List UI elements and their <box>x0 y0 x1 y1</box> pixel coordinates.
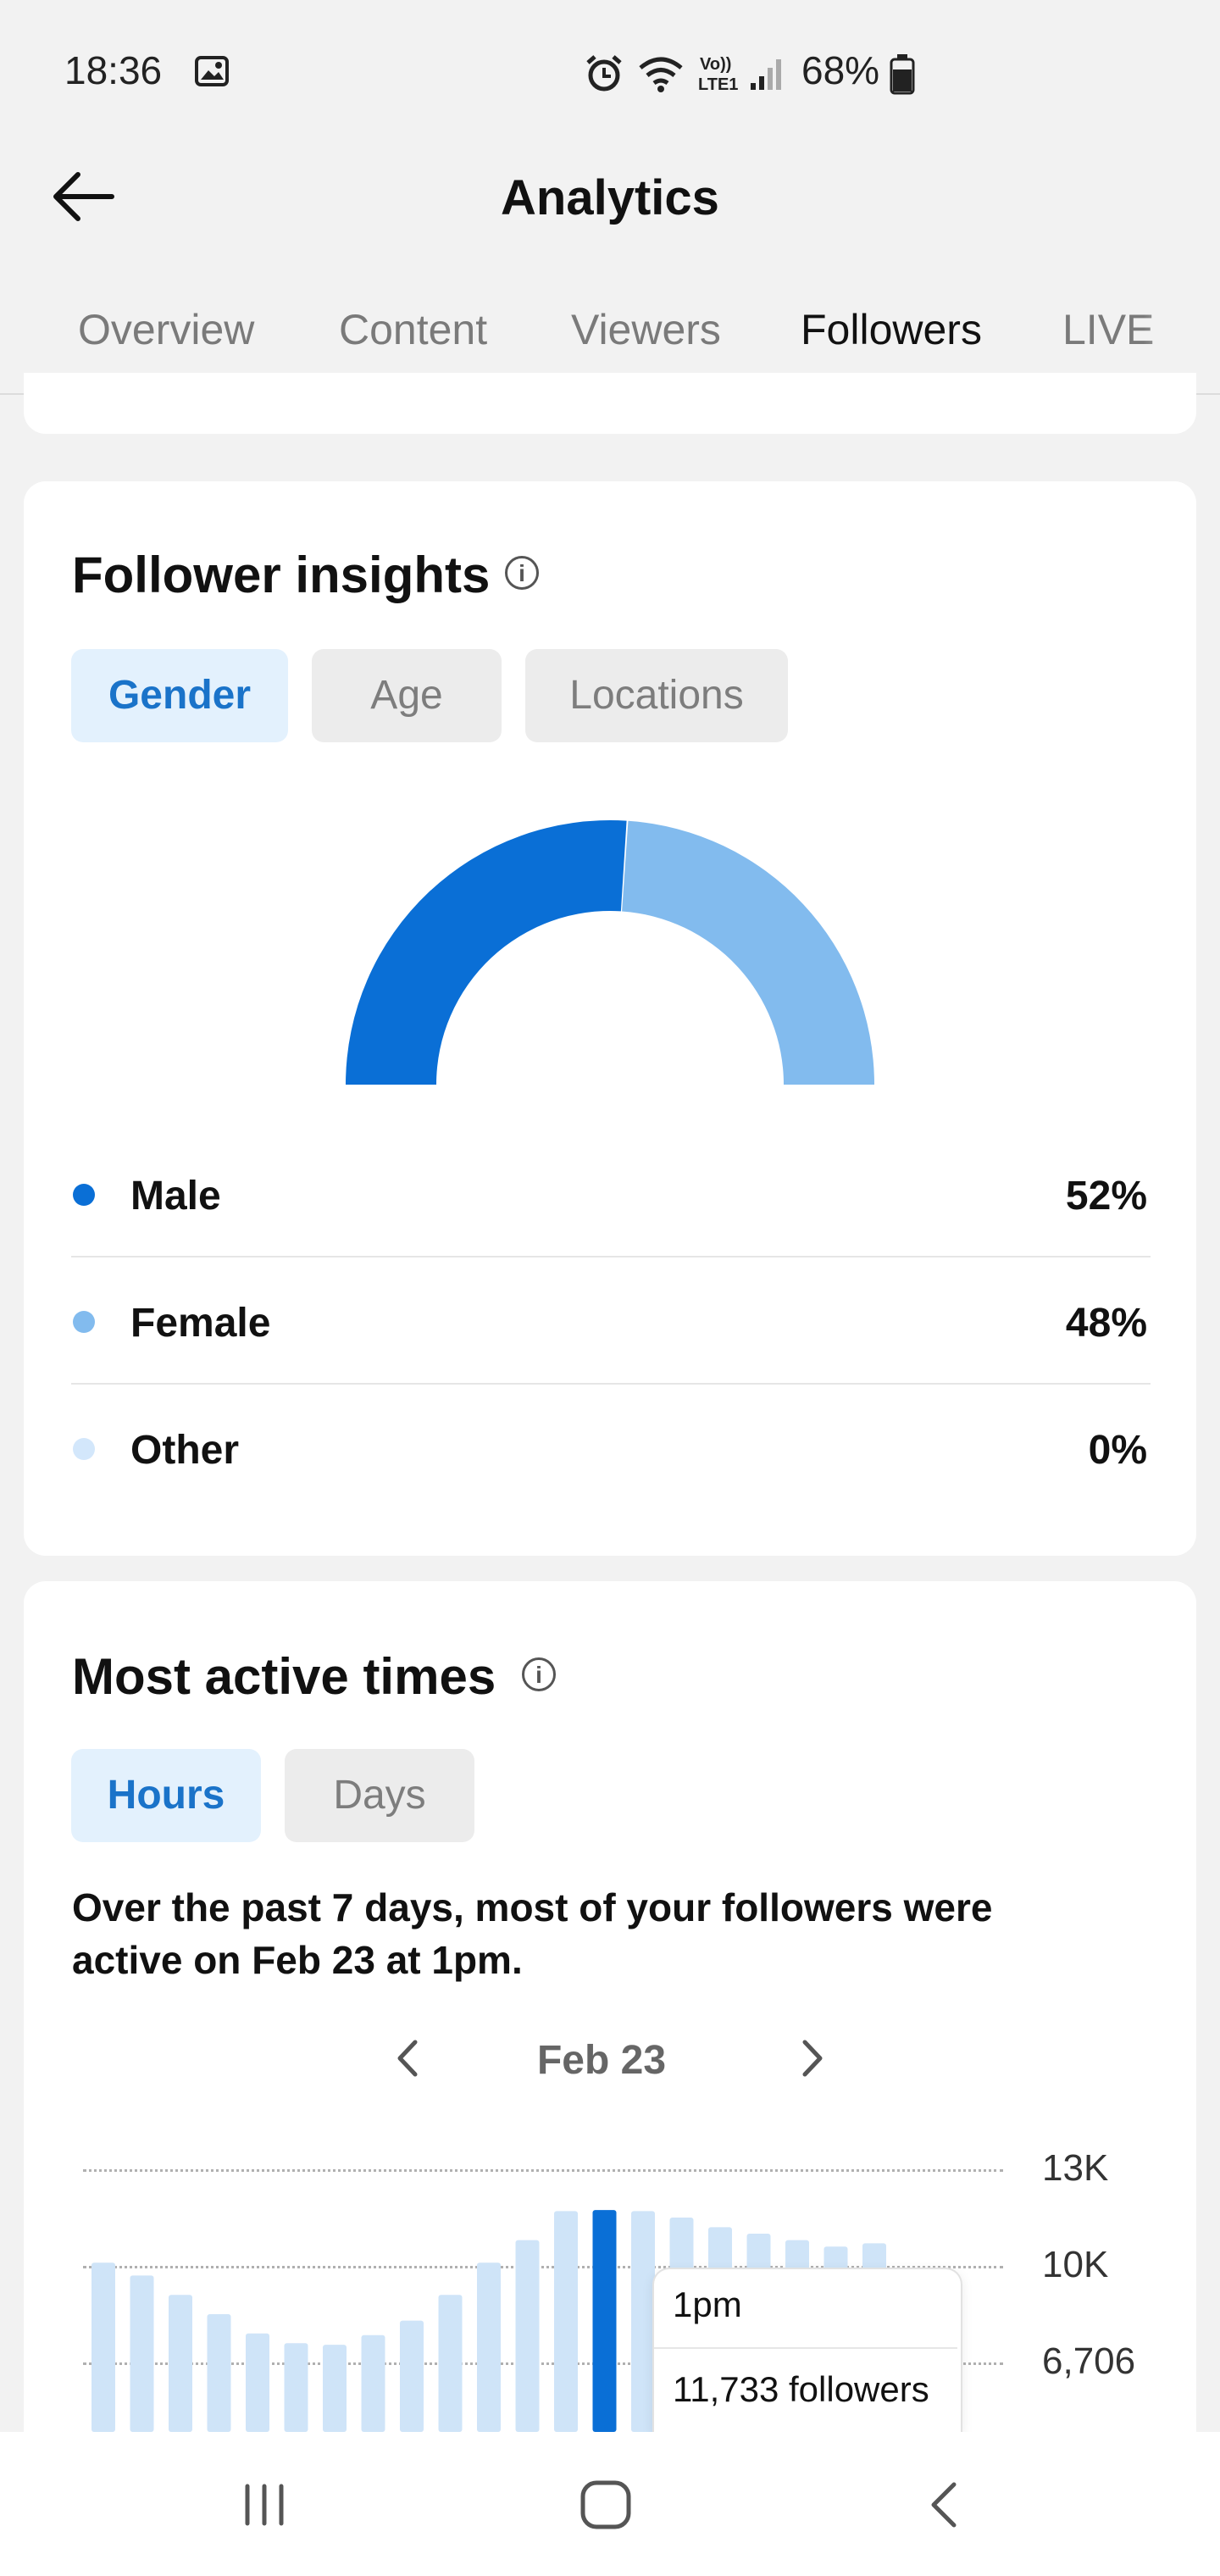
chart-tooltip <box>652 2268 962 2434</box>
donut-slice-male <box>346 820 627 1085</box>
svg-text:Vo)): Vo)) <box>700 55 731 74</box>
chip-locations[interactable]: Locations <box>525 649 788 742</box>
chip-days[interactable]: Days <box>285 1749 474 1842</box>
legend-label-other: Other <box>130 1428 240 1473</box>
y-tick-label: 10K <box>1042 2244 1109 2285</box>
chip-gender[interactable]: Gender <box>71 649 288 742</box>
legend-dot-other <box>73 1438 95 1460</box>
next-date-chevron-icon[interactable] <box>798 2037 829 2079</box>
donut-slice-female <box>622 820 874 1085</box>
y-tick-label: 13K <box>1042 2147 1109 2189</box>
follower-insights-title: Follower insights <box>72 547 491 603</box>
volte-icon: Vo)) LTE1 <box>696 53 740 95</box>
chart-bar[interactable] <box>207 2314 231 2432</box>
battery-icon <box>890 53 915 95</box>
y-tick-label: 6,706 <box>1042 2340 1136 2382</box>
svg-text:LTE1: LTE1 <box>698 75 738 94</box>
date-label: Feb 23 <box>536 2038 667 2083</box>
wifi-icon <box>637 54 685 93</box>
legend-label-female: Female <box>130 1301 271 1346</box>
chart-bar[interactable] <box>400 2320 424 2432</box>
chart-bar[interactable] <box>554 2211 578 2432</box>
most-active-title: Most active times <box>72 1648 496 1705</box>
alarm-icon <box>585 54 624 93</box>
home-icon[interactable] <box>578 2478 634 2532</box>
prev-date-chevron-icon[interactable] <box>391 2037 422 2079</box>
gridline <box>83 2266 1003 2268</box>
info-icon[interactable]: i <box>522 1657 556 1691</box>
chart-bar[interactable] <box>438 2295 463 2432</box>
tooltip-time: 1pm <box>673 2285 742 2324</box>
chart-bar[interactable] <box>284 2343 308 2432</box>
tab-content[interactable]: Content <box>339 306 488 353</box>
gridline <box>83 2169 1003 2172</box>
tab-viewers[interactable]: Viewers <box>571 306 721 353</box>
chart-bar[interactable] <box>246 2333 269 2432</box>
gridline <box>83 2362 1003 2365</box>
legend-value-other: 0% <box>1088 1428 1147 1473</box>
most-active-summary: Over the past 7 days, most of your follo… <box>72 1885 993 1982</box>
gallery-icon <box>195 56 229 86</box>
legend-divider <box>71 1256 1151 1257</box>
chart-bar[interactable] <box>515 2240 540 2432</box>
legend-label-male: Male <box>130 1174 221 1219</box>
previous-card <box>24 373 1196 434</box>
tab-followers[interactable]: Followers <box>801 306 982 353</box>
system-back-icon[interactable] <box>927 2479 961 2530</box>
chart-bar[interactable] <box>92 2262 115 2432</box>
recent-apps-icon[interactable] <box>239 2481 290 2529</box>
chart-bar[interactable] <box>631 2211 655 2432</box>
tooltip-value: 11,733 followers <box>673 2369 929 2409</box>
chart-bar[interactable] <box>130 2275 154 2432</box>
legend-value-female: 48% <box>1065 1301 1147 1346</box>
page-title: Analytics <box>501 170 719 225</box>
chart-bar[interactable] <box>323 2345 347 2432</box>
legend-dot-male <box>73 1184 95 1206</box>
tab-live[interactable]: LIVE <box>1062 306 1155 353</box>
chart-bar[interactable] <box>169 2295 192 2432</box>
battery-percent: 68% <box>801 48 880 92</box>
system-nav-bar <box>0 2432 1220 2576</box>
signal-icon <box>749 56 785 92</box>
chart-bar[interactable] <box>477 2262 501 2432</box>
status-time: 18:36 <box>64 48 163 92</box>
tabs-fade <box>1144 280 1220 390</box>
chip-hours[interactable]: Hours <box>71 1749 261 1842</box>
tab-overview[interactable]: Overview <box>78 306 255 353</box>
tooltip-divider <box>654 2347 957 2349</box>
legend-value-male: 52% <box>1065 1174 1147 1219</box>
back-arrow-icon[interactable] <box>49 169 117 224</box>
legend-divider <box>71 1383 1151 1385</box>
chart-bar[interactable] <box>361 2334 385 2432</box>
info-icon[interactable]: i <box>505 556 539 590</box>
legend-dot-female <box>73 1311 95 1333</box>
highlighted-bar[interactable] <box>592 2210 617 2432</box>
chip-age[interactable]: Age <box>312 649 502 742</box>
gender-donut-chart <box>346 820 874 1085</box>
